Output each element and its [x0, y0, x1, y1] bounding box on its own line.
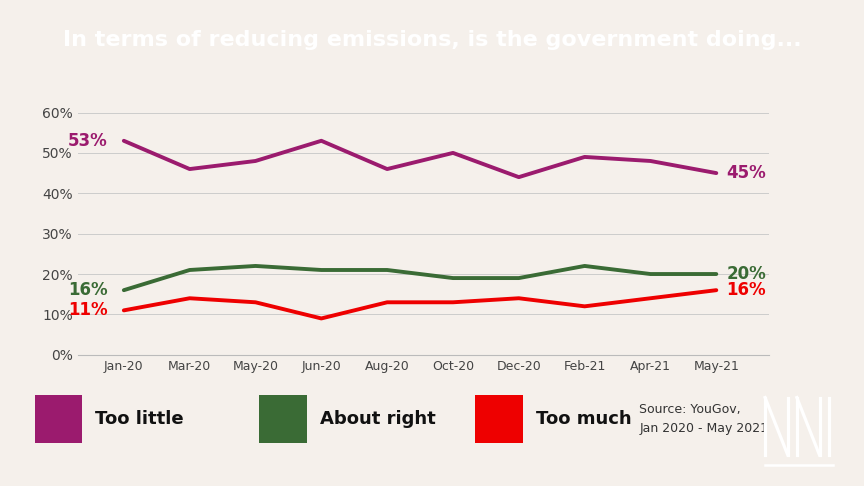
Text: About right: About right	[320, 410, 435, 428]
Text: 20%: 20%	[726, 265, 766, 283]
Text: 53%: 53%	[67, 132, 107, 150]
Bar	[35, 395, 82, 443]
Text: Source: YouGov,
Jan 2020 - May 2021: Source: YouGov, Jan 2020 - May 2021	[639, 403, 768, 435]
Bar	[259, 395, 307, 443]
Text: In terms of reducing emissions, is the government doing...: In terms of reducing emissions, is the g…	[63, 30, 801, 50]
Text: Too little: Too little	[95, 410, 184, 428]
Text: 45%: 45%	[726, 164, 766, 182]
Bar	[475, 395, 523, 443]
Text: 11%: 11%	[67, 301, 107, 319]
Text: Too much: Too much	[536, 410, 632, 428]
Text: 16%: 16%	[67, 281, 107, 299]
Text: 16%: 16%	[726, 281, 766, 299]
